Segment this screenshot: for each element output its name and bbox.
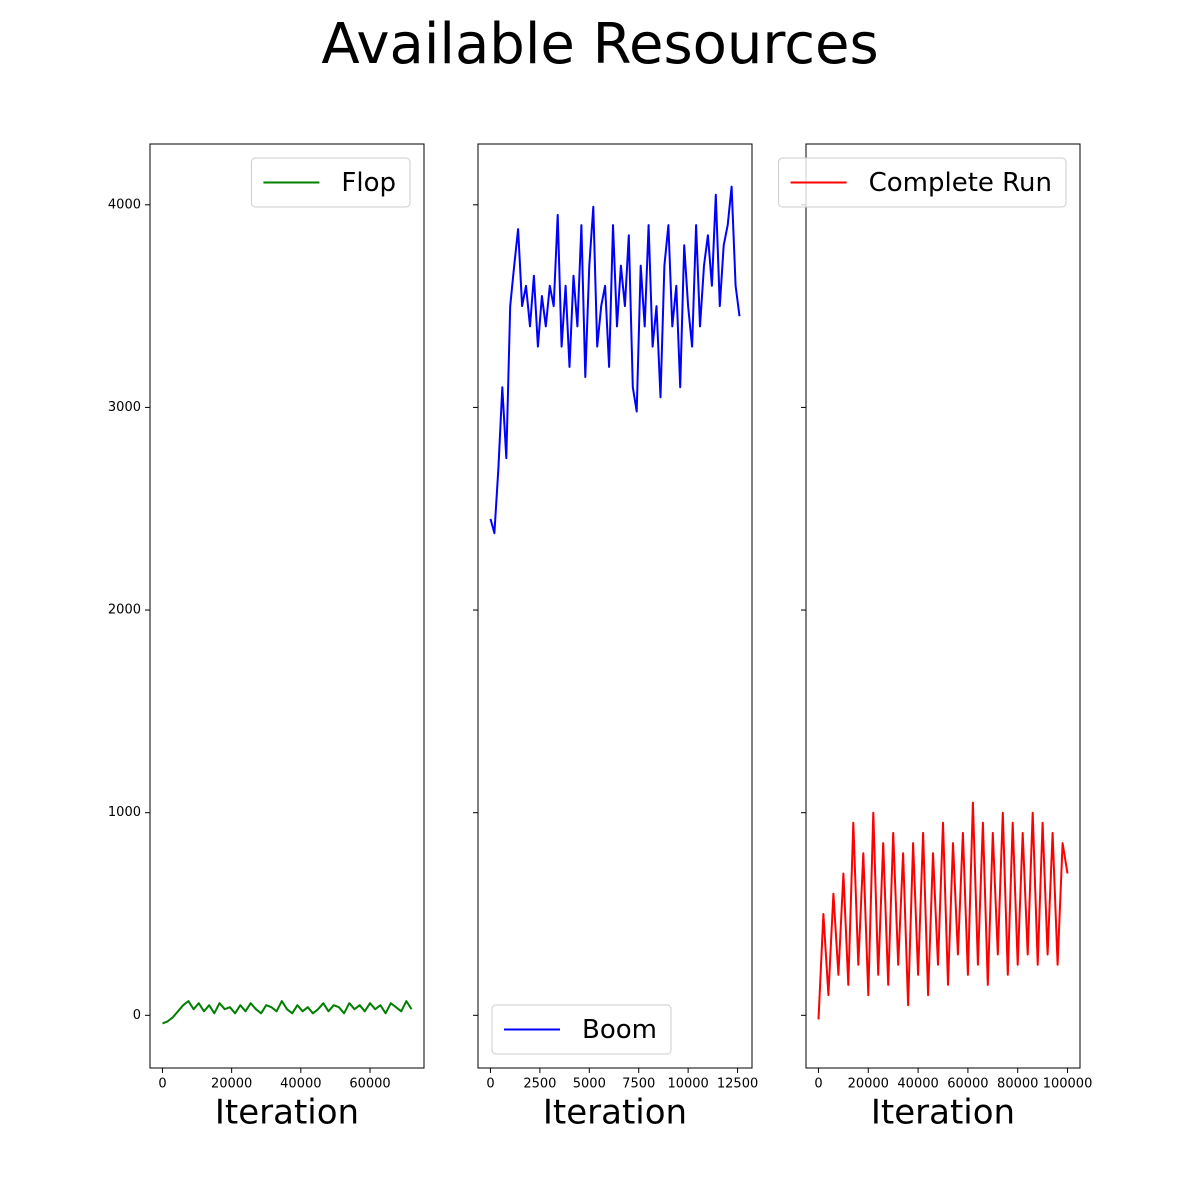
x-tick-label: 40000 — [280, 1077, 321, 1092]
y-tick-label: 0 — [133, 1008, 141, 1023]
data-line — [489, 185, 741, 535]
x-tick-label: 100000 — [1043, 1077, 1093, 1092]
x-tick-label: 80000 — [997, 1077, 1038, 1092]
x-tick-label: 60000 — [947, 1077, 988, 1092]
x-axis-label: Iteration — [215, 1093, 359, 1133]
x-tick-label: 20000 — [211, 1077, 252, 1092]
legend: Flop — [250, 157, 411, 208]
x-axis-label: Iteration — [543, 1093, 687, 1133]
legend-label: Boom — [582, 1015, 657, 1045]
data-line — [162, 1000, 413, 1025]
legend-label: Complete Run — [869, 168, 1052, 198]
x-tick-label: 40000 — [897, 1077, 938, 1092]
x-tick-label: 20000 — [848, 1077, 889, 1092]
x-tick-label: 7500 — [622, 1077, 655, 1092]
x-tick-label: 60000 — [349, 1077, 390, 1092]
data-line — [817, 801, 1069, 1020]
legend-label: Flop — [341, 168, 396, 198]
plot-area — [806, 144, 1080, 1068]
x-tick-label: 2500 — [523, 1077, 556, 1092]
plot-area — [150, 144, 424, 1068]
x-axis-label: Iteration — [871, 1093, 1015, 1133]
legend: Complete Run — [778, 157, 1067, 208]
x-tick-label: 5000 — [573, 1077, 606, 1092]
axes-frame — [149, 143, 425, 1069]
y-tick-label: 2000 — [108, 603, 141, 618]
x-tick-label: 0 — [158, 1077, 166, 1092]
y-tick-label: 4000 — [108, 197, 141, 212]
axes-frame — [477, 143, 753, 1069]
x-tick-label: 0 — [486, 1077, 494, 1092]
x-tick-label: 12500 — [717, 1077, 758, 1092]
legend: Boom — [491, 1004, 672, 1055]
x-tick-label: 0 — [814, 1077, 822, 1092]
y-tick-label: 3000 — [108, 400, 141, 415]
legend-box — [491, 1004, 672, 1055]
x-tick-label: 10000 — [667, 1077, 708, 1092]
axes-frame — [805, 143, 1081, 1069]
y-tick-label: 1000 — [108, 805, 141, 820]
figure-title: Available Resources — [321, 12, 878, 77]
legend-box — [778, 157, 1067, 208]
legend-box — [250, 157, 411, 208]
